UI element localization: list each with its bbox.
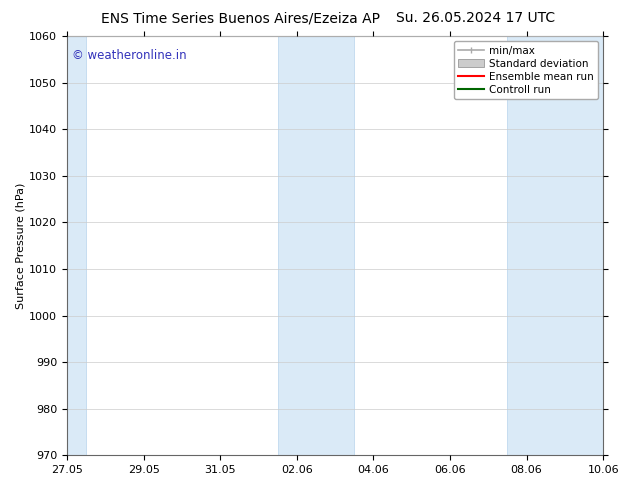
Text: ENS Time Series Buenos Aires/Ezeiza AP: ENS Time Series Buenos Aires/Ezeiza AP — [101, 11, 380, 25]
Legend: min/max, Standard deviation, Ensemble mean run, Controll run: min/max, Standard deviation, Ensemble me… — [454, 41, 598, 99]
Bar — [278, 36, 354, 455]
Text: © weatheronline.in: © weatheronline.in — [72, 49, 187, 62]
Bar — [48, 36, 86, 455]
Text: Su. 26.05.2024 17 UTC: Su. 26.05.2024 17 UTC — [396, 11, 555, 25]
Bar — [507, 36, 623, 455]
Y-axis label: Surface Pressure (hPa): Surface Pressure (hPa) — [15, 183, 25, 309]
